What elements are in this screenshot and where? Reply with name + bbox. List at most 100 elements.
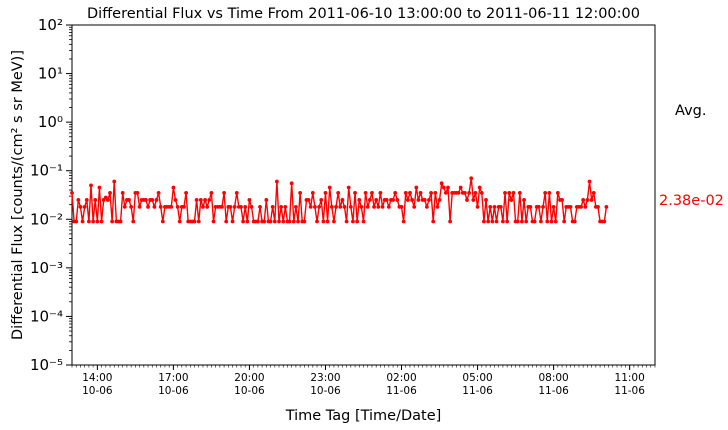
data-point [192,219,197,224]
data-point [160,219,165,224]
data-point [294,204,298,209]
data-point [424,204,429,209]
data-point [439,181,444,186]
data-point [220,204,224,209]
x-tick-label-date: 11-06 [386,385,417,397]
data-point [84,198,89,202]
data-point [127,198,131,202]
x-tick-label-date: 11-06 [538,385,569,397]
y-tick-label: 10¹ [38,65,63,83]
x-tick-label-time: 20:00 [234,372,264,384]
data-point [245,219,250,224]
data-point [363,190,368,195]
x-tick-label-date: 11-06 [614,385,645,397]
data-point [579,204,583,209]
data-point [268,219,273,224]
data-point [329,204,334,209]
data-point [209,190,214,195]
data-point [486,219,491,224]
data-point [494,219,499,224]
data-point [173,198,178,202]
data-point [427,198,431,202]
data-point [517,190,522,195]
data-point [135,190,140,195]
data-point [129,204,134,209]
data-point [78,204,83,209]
data-point [184,190,188,195]
data-point [76,198,81,202]
data-point [448,219,453,224]
data-point [310,190,315,195]
data-point [443,190,448,195]
data-point [458,185,463,190]
data-point [131,219,136,224]
data-point [391,198,395,202]
y-tick-label: 10² [38,16,63,34]
data-point [230,219,235,224]
data-point [403,190,408,195]
data-point [435,204,440,209]
data-point [547,190,552,195]
data-point [431,219,436,224]
data-point [380,204,385,209]
data-point [321,219,326,224]
data-point [348,204,353,209]
x-axis: 14:0010-0617:0010-0620:0010-0623:0010-06… [82,365,645,397]
data-point [334,204,338,209]
data-point [370,190,374,195]
data-point [410,198,414,202]
data-point [277,219,281,224]
data-point [414,185,419,190]
data-point [429,190,433,195]
data-point [224,219,229,224]
data-point [365,204,370,209]
data-point [146,204,150,209]
data-point [405,198,410,202]
data-point [201,204,205,209]
data-point [289,181,294,186]
x-tick-label-date: 10-06 [82,385,113,397]
data-point [203,198,207,202]
data-point [412,204,417,209]
data-point [336,190,341,195]
data-point [228,204,233,209]
data-point [283,204,288,209]
data-point [319,198,324,202]
x-tick-label-date: 10-06 [158,385,189,397]
data-point [539,219,543,224]
x-tick-label-time: 17:00 [158,372,188,384]
data-point [264,198,269,202]
data-point [351,219,355,224]
data-point [315,219,319,224]
data-point [274,179,279,184]
data-point [456,190,461,195]
data-point [144,198,148,202]
data-point [482,219,486,224]
y-tick-label: 10⁰ [38,113,63,131]
data-point [262,219,267,224]
data-point [433,190,438,195]
data-point [596,204,600,209]
data-point [437,198,442,202]
data-point [604,204,609,209]
data-point [177,219,182,224]
data-point [553,219,558,224]
y-axis: 10⁻⁵ 10⁻⁴ 10⁻³ 10⁻² 10⁻¹ 10⁰ 10¹ 10² [30,16,72,374]
data-point [393,190,398,195]
data-point [549,219,554,224]
x-tick-label-date: 11-06 [462,385,493,397]
data-point [541,204,545,209]
average-value-label: 2.38e-02 [659,193,724,209]
data-point [357,198,362,202]
data-point [99,219,104,224]
x-tick-label-date: 10-06 [310,385,341,397]
data-point [194,198,199,202]
data-point [399,204,404,209]
data-point [467,190,472,195]
data-point [471,198,476,202]
data-point [418,190,423,195]
data-point [591,190,596,195]
data-point [342,204,347,209]
data-point [422,198,427,202]
data-point [587,179,592,184]
